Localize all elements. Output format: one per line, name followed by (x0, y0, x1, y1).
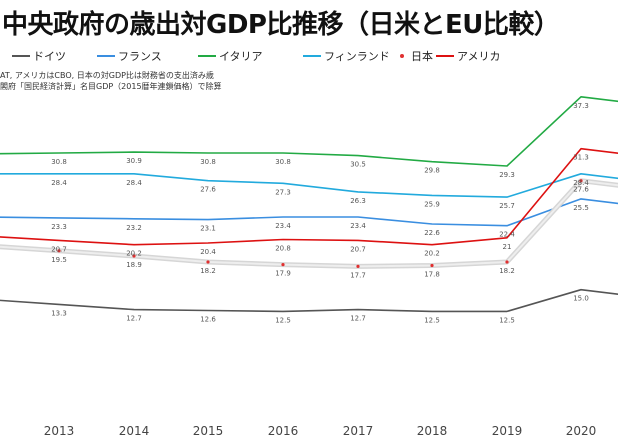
x-tick-label: 2020 (566, 424, 597, 438)
data-label: 30.9 (126, 157, 142, 165)
legend: ドイツ フランス イタリア フィンランド 日本 アメリカ (0, 46, 618, 66)
x-tick-label: 2018 (417, 424, 448, 438)
data-label: 27.3 (275, 188, 291, 196)
data-label: 20.7 (350, 245, 366, 253)
legend-line-icon (436, 55, 454, 57)
data-label: 25.5 (573, 204, 589, 212)
data-label: 20.4 (200, 248, 216, 256)
data-label: 12.5 (499, 316, 515, 324)
x-axis-ticks: 2013 2014 2015 2016 2017 2018 2019 2020 (44, 424, 597, 438)
legend-label: イタリア (219, 50, 263, 63)
data-label: 31.3 (573, 154, 589, 162)
legend-label: フィンランド (324, 50, 390, 63)
data-label: 27.6 (200, 186, 216, 194)
data-label: 17.7 (350, 271, 366, 279)
data-label: 37.3 (573, 102, 589, 110)
series-line-1 (0, 173, 618, 198)
legend-label: フランス (118, 50, 162, 63)
data-label: 17.8 (424, 271, 440, 279)
legend-line-icon (303, 55, 321, 57)
x-tick-label: 2017 (343, 424, 374, 438)
data-label: 19.5 (51, 256, 67, 264)
data-label: 22.6 (424, 229, 440, 237)
source-note-line: 閣府「国民経済計算」名目GDP（2015暦年連鎖価格）で除算 (0, 82, 222, 91)
data-label: 23.4 (275, 222, 291, 230)
series-line-2 (0, 198, 618, 227)
title-bar: 中央政府の歳出対GDP比推移（日米とEU比較） (0, 0, 618, 44)
data-label: 25.9 (424, 200, 440, 208)
data-label: 12.5 (424, 316, 440, 324)
x-tick-label: 2013 (44, 424, 75, 438)
data-label-layer: 30.8 30.9 30.8 30.8 30.5 29.8 29.3 37.3 28.4 28.4… (51, 102, 589, 325)
series-layer (0, 96, 618, 313)
data-label: 18.9 (126, 261, 142, 269)
data-label: 26.3 (350, 197, 366, 205)
data-point (57, 249, 61, 253)
legend-item-italy: イタリア (198, 46, 263, 66)
data-label: 23.1 (200, 225, 216, 233)
series-line-4 (0, 179, 618, 268)
data-point (579, 179, 583, 183)
source-note-line: AT, アメリカはCBO, 日本の対GDP比は財務省の支出済み歳 (0, 71, 214, 80)
data-label: 18.2 (200, 267, 216, 275)
legend-item-finland: フィンランド (303, 46, 390, 66)
data-label: 28.4 (573, 179, 589, 187)
data-point (281, 263, 285, 267)
data-label: 20.2 (424, 250, 440, 258)
data-label: 20.7 (51, 245, 67, 253)
data-label: 18.2 (499, 267, 515, 275)
x-tick-label: 2014 (119, 424, 150, 438)
data-label: 23.2 (126, 224, 142, 232)
data-label: 30.8 (275, 158, 291, 166)
data-label: 15.0 (573, 295, 589, 303)
data-label: 29.3 (499, 171, 515, 179)
data-label: 27.6 (573, 186, 589, 194)
data-point (356, 264, 360, 268)
data-label: 22.4 (499, 231, 515, 239)
point-layer (57, 179, 583, 268)
data-label: 29.8 (424, 167, 440, 175)
legend-label: 日本 (411, 50, 433, 63)
legend-line-icon (198, 55, 216, 57)
x-tick-label: 2019 (492, 424, 523, 438)
data-label: 12.5 (275, 316, 291, 324)
data-label: 30.8 (200, 158, 216, 166)
data-point (132, 254, 136, 258)
data-label: 17.9 (275, 270, 291, 278)
legend-dot-icon (400, 54, 404, 58)
series-line-5 (0, 288, 618, 313)
data-label: 23.4 (350, 222, 366, 230)
legend-line-icon (12, 55, 30, 57)
data-point (505, 260, 509, 264)
data-label: 23.3 (51, 223, 67, 231)
data-label: 28.4 (126, 179, 142, 187)
data-label: 30.8 (51, 158, 67, 166)
data-point (206, 260, 210, 264)
data-label: 20.8 (275, 245, 291, 253)
source-note: AT, アメリカはCBO, 日本の対GDP比は財務省の支出済み歳 閣府「国民経済… (0, 70, 222, 92)
x-tick-label: 2016 (268, 424, 299, 438)
x-tick-label: 2015 (193, 424, 224, 438)
legend-item-japan: 日本 (393, 46, 433, 66)
legend-item-usa: アメリカ (436, 46, 500, 66)
data-label: 21 (503, 243, 512, 251)
chart-title: 中央政府の歳出対GDP比推移（日米とEU比較） (2, 10, 560, 40)
data-label: 12.7 (126, 315, 142, 323)
legend-item-germany: ドイツ (12, 46, 66, 66)
data-label: 12.6 (200, 316, 216, 324)
data-label: 20.2 (126, 250, 142, 258)
legend-label: ドイツ (33, 50, 66, 63)
series-line-0 (0, 96, 618, 167)
data-label: 28.4 (51, 179, 67, 187)
data-label: 25.7 (499, 202, 515, 210)
data-point (430, 263, 434, 268)
data-label: 30.5 (350, 161, 366, 169)
series-line-3 (0, 147, 618, 246)
legend-label: アメリカ (457, 50, 501, 63)
legend-line-icon (97, 55, 115, 57)
data-label: 13.3 (51, 309, 67, 317)
legend-item-france: フランス (97, 46, 162, 66)
data-label: 12.7 (350, 315, 366, 323)
